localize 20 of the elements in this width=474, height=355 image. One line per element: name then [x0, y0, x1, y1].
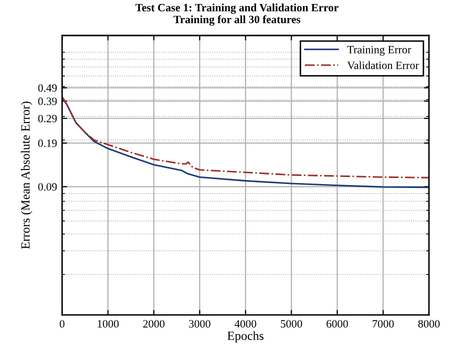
x-tick-label: 3000	[189, 320, 210, 328]
y-tick-label: 0.49	[38, 84, 57, 92]
x-tick-label: 6000	[326, 320, 348, 328]
x-tick-label: 8000	[418, 320, 440, 328]
chart-subtitle: Training for all 30 features	[174, 15, 300, 26]
y-tick-label: 0.19	[38, 140, 57, 148]
x-tick-label: 1000	[98, 320, 119, 328]
y-axis-title: Errors (Mean Absolute Error)	[20, 102, 32, 249]
x-tick-label: 0	[60, 320, 64, 328]
x-tick-label: 7000	[372, 320, 394, 328]
y-tick-label: 0.29	[38, 114, 57, 122]
x-tick-label: 5000	[280, 320, 302, 328]
legend-label: Training Error	[347, 46, 412, 56]
y-tick-label: 0.39	[38, 98, 57, 106]
x-axis-title: Epochs	[227, 331, 264, 343]
chart-title: Test Case 1: Training and Validation Error	[135, 4, 338, 14]
x-tick-label: 4000	[234, 320, 256, 328]
x-tick-label: 2000	[143, 320, 164, 328]
legend-label: Validation Error	[347, 61, 419, 70]
y-tick-label: 0.09	[38, 183, 57, 191]
